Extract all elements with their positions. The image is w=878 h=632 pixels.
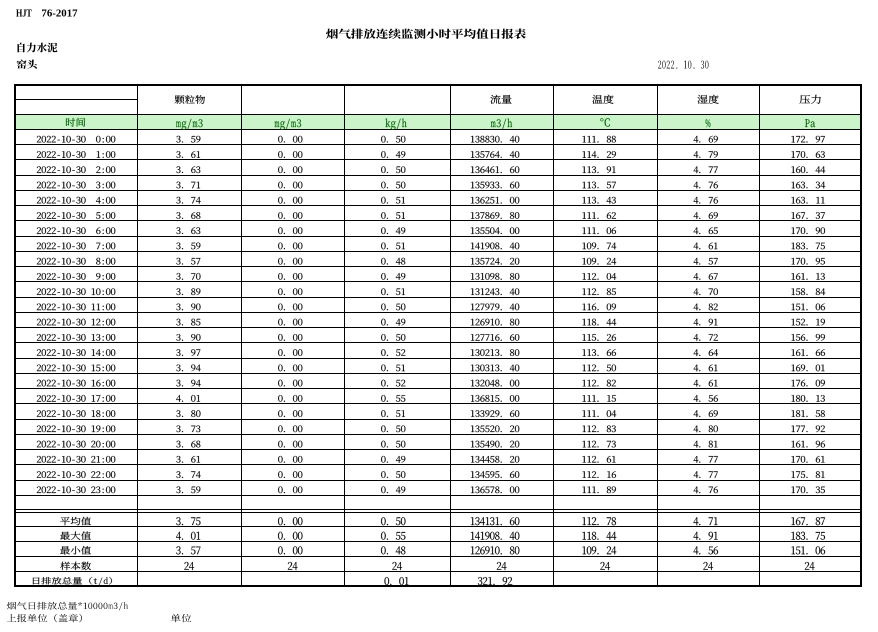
svg-text:76-2017: 76-2017 bbox=[41, 8, 77, 19]
svg-text:HJT: HJT bbox=[16, 8, 32, 19]
